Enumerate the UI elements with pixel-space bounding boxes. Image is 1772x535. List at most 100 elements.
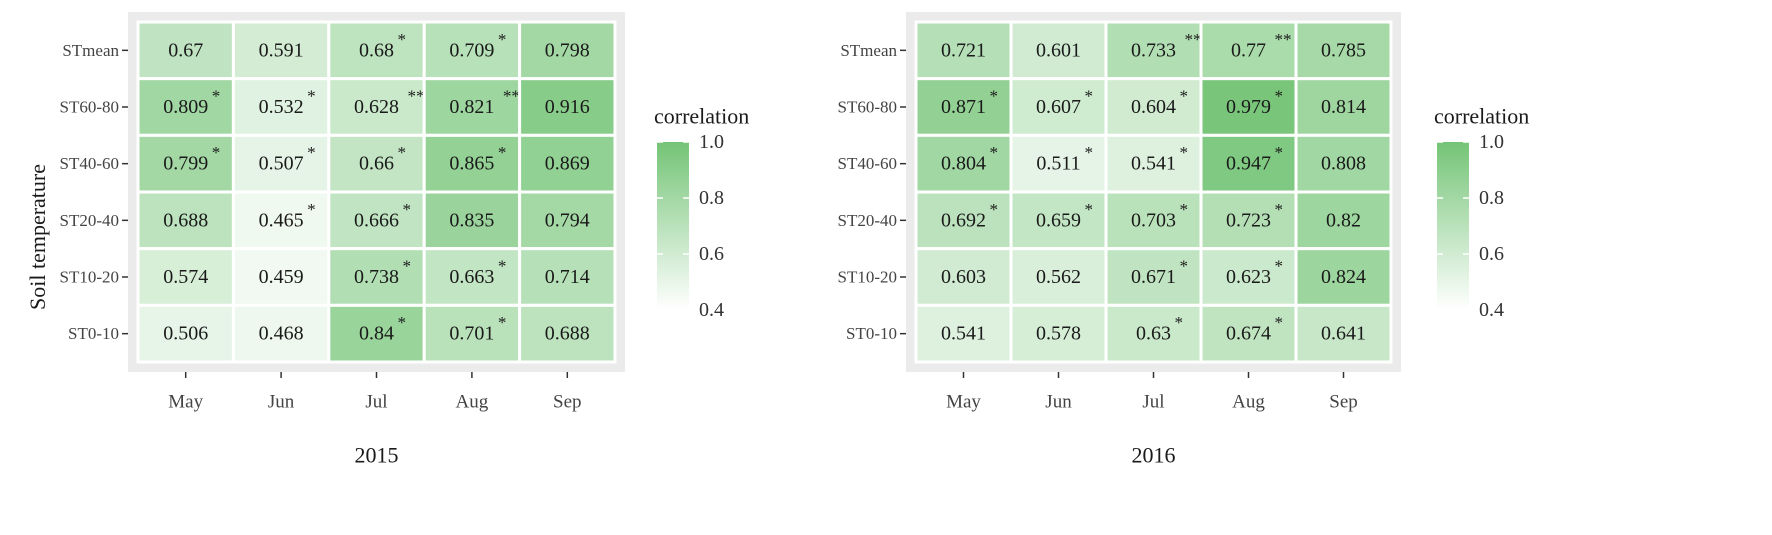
heatmap-cell — [1199, 20, 1298, 81]
heatmap-cell — [422, 190, 522, 251]
cell-value-label: 0.659 — [1036, 209, 1081, 231]
cell-value-label: 0.865 — [449, 153, 494, 175]
y-tick-label: ST60-80 — [60, 98, 120, 117]
y-tick-label: ST0-10 — [68, 324, 119, 343]
cell-value-label: 0.68 — [359, 39, 394, 61]
heatmap-cell — [1009, 303, 1108, 364]
heatmap-cell — [1294, 77, 1393, 137]
cell-value-label: 0.871 — [941, 96, 986, 118]
legend-tick-label: 0.4 — [699, 299, 724, 321]
legend-colorbar — [657, 142, 689, 310]
cell-value-label: 0.628 — [354, 96, 399, 118]
significance-marker: ** — [503, 87, 520, 106]
cell-value-label: 0.511 — [1036, 153, 1080, 175]
heatmap-cell — [518, 190, 617, 251]
significance-marker: ** — [1185, 30, 1202, 49]
significance-marker: * — [1085, 87, 1094, 106]
heatmap-cell — [1009, 20, 1108, 81]
heatmap-cell — [1294, 20, 1393, 81]
significance-marker: ** — [408, 87, 425, 106]
cell-value-label: 0.821 — [449, 96, 494, 118]
heatmap-cell — [1294, 247, 1393, 307]
significance-marker: * — [307, 87, 316, 106]
significance-marker: * — [398, 30, 407, 49]
cell-value-label: 0.532 — [259, 96, 304, 118]
legend-tick-label: 0.6 — [699, 243, 724, 265]
cell-value-label: 0.869 — [545, 153, 590, 175]
legend-tick-label: 1.0 — [1479, 131, 1504, 153]
cell-value-label: 0.671 — [1131, 266, 1176, 288]
significance-marker: * — [1180, 200, 1189, 219]
heatmap-cell — [1104, 190, 1203, 251]
significance-marker: * — [498, 257, 507, 276]
x-axis-title: 2016 — [1132, 443, 1176, 468]
cell-value-label: 0.66 — [359, 153, 394, 175]
significance-marker: * — [1275, 313, 1284, 332]
cell-value-label: 0.714 — [545, 266, 590, 288]
significance-marker: * — [398, 143, 407, 162]
significance-marker: * — [498, 313, 507, 332]
cell-value-label: 0.666 — [354, 209, 399, 231]
heatmap-cell — [518, 133, 617, 194]
cell-value-label: 0.82 — [1326, 209, 1361, 231]
y-tick-label: ST10-20 — [60, 268, 120, 287]
heatmap-cell — [1104, 133, 1203, 194]
significance-marker: * — [1180, 87, 1189, 106]
heatmap-cell — [518, 77, 617, 137]
cell-value-label: 0.916 — [545, 96, 590, 118]
legend-tick-label: 1.0 — [699, 131, 724, 153]
significance-marker: * — [1275, 143, 1284, 162]
x-tick-label: Sep — [1329, 392, 1358, 413]
x-tick-label: Aug — [1232, 392, 1265, 413]
significance-marker: * — [1180, 143, 1189, 162]
cell-value-label: 0.794 — [545, 209, 590, 231]
heatmap-cell — [422, 133, 522, 194]
heatmap-cell — [231, 20, 331, 81]
cell-value-label: 0.703 — [1131, 209, 1176, 231]
heatmap-cell — [914, 303, 1013, 364]
legend-tick-label: 0.4 — [1479, 299, 1504, 321]
cell-value-label: 0.623 — [1226, 266, 1271, 288]
x-tick-label: Jul — [365, 392, 387, 413]
cell-value-label: 0.603 — [941, 266, 986, 288]
heatmap-cell — [1104, 303, 1203, 364]
cell-value-label: 0.692 — [941, 209, 986, 231]
cell-value-label: 0.947 — [1226, 153, 1271, 175]
x-tick-label: Jun — [1045, 392, 1072, 413]
significance-marker: * — [498, 30, 507, 49]
heatmap-cell — [136, 190, 235, 251]
significance-marker: * — [212, 87, 221, 106]
cell-value-label: 0.591 — [259, 39, 304, 61]
heatmap-cell — [1199, 190, 1298, 251]
legend-title: correlation — [1434, 104, 1529, 129]
significance-marker: ** — [1275, 30, 1292, 49]
significance-marker: * — [403, 257, 412, 276]
legend-title: correlation — [654, 104, 749, 129]
significance-marker: * — [1175, 313, 1184, 332]
y-tick-label: ST40-60 — [838, 154, 898, 173]
legend-tick-label: 0.6 — [1479, 243, 1504, 265]
cell-value-label: 0.701 — [449, 323, 494, 345]
y-tick-label: ST60-80 — [838, 98, 898, 117]
cell-value-label: 0.465 — [259, 209, 304, 231]
cell-value-label: 0.709 — [449, 39, 494, 61]
significance-marker: * — [403, 200, 412, 219]
heatmap-cell — [422, 303, 522, 364]
x-tick-label: May — [168, 392, 203, 413]
legend-tick-label: 0.8 — [1479, 187, 1504, 209]
significance-marker: * — [212, 143, 221, 162]
cell-value-label: 0.721 — [941, 39, 986, 61]
cell-value-label: 0.738 — [354, 266, 399, 288]
heatmap-cell — [422, 247, 522, 307]
cell-value-label: 0.506 — [163, 323, 208, 345]
y-tick-label: ST40-60 — [60, 154, 120, 173]
y-tick-label: ST20-40 — [838, 211, 898, 230]
cell-value-label: 0.835 — [449, 209, 494, 231]
y-tick-label: ST10-20 — [838, 268, 898, 287]
y-axis-title: Soil temperature — [25, 164, 50, 310]
cell-value-label: 0.733 — [1131, 39, 1176, 61]
heatmap-cell — [136, 303, 235, 364]
cell-value-label: 0.688 — [163, 209, 208, 231]
